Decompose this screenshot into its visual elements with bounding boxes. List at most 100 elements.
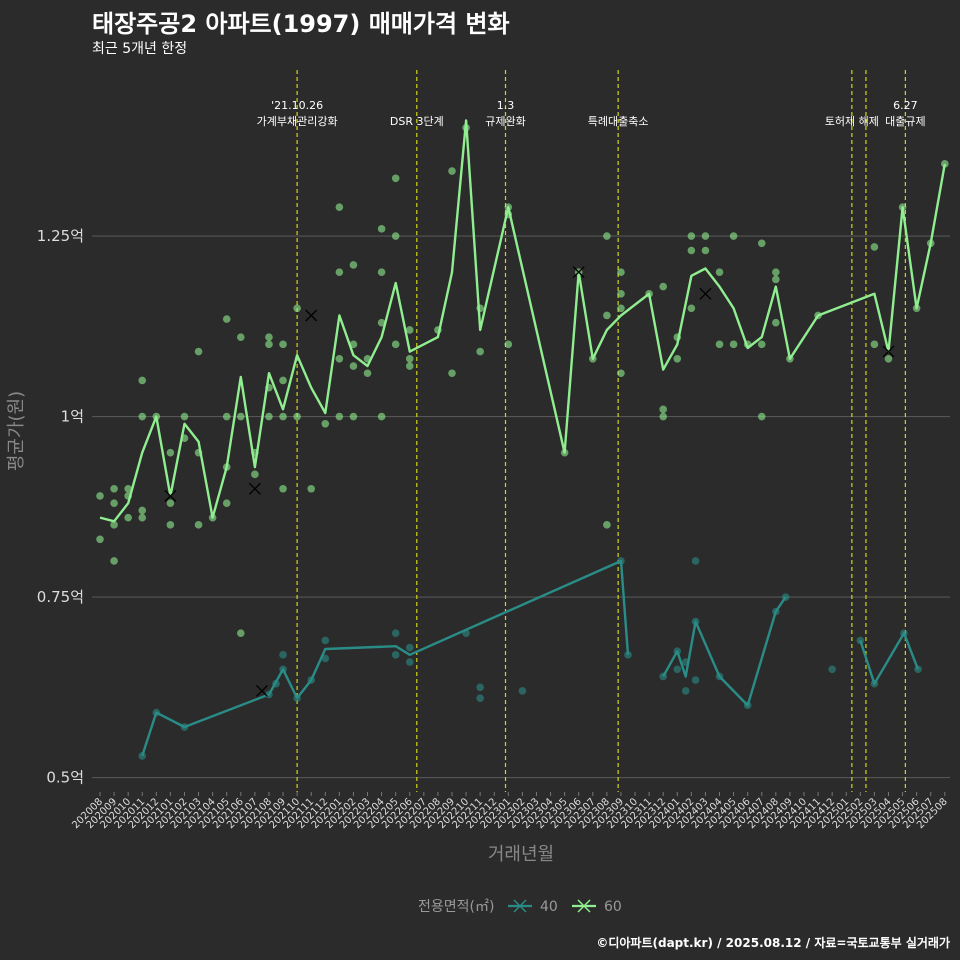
data-point [265, 412, 273, 421]
data-point [180, 412, 189, 421]
legend-swatch-cross [513, 899, 527, 913]
data-point [405, 355, 414, 363]
legend: 전용면적(㎡) 40 60 [418, 899, 622, 915]
data-point [321, 419, 330, 428]
data-point [391, 174, 400, 183]
data-point [194, 521, 203, 529]
data-point [828, 665, 836, 674]
data-point [222, 412, 231, 421]
data-point [166, 448, 175, 457]
data-point [772, 318, 780, 327]
data-point [687, 232, 696, 240]
data-point [391, 340, 400, 349]
data-point [96, 492, 104, 500]
series-line-40 [662, 596, 787, 707]
event-annotation: DSR 3단계 [390, 115, 444, 128]
data-point [617, 369, 625, 378]
legend-swatch-cross [577, 899, 591, 913]
data-point [659, 405, 667, 414]
data-point [237, 629, 245, 637]
data-point [124, 513, 132, 522]
data-point [265, 340, 273, 349]
cross-stroke [305, 309, 318, 322]
cross-marker [699, 287, 712, 300]
data-point [772, 268, 780, 276]
cross-stroke [248, 482, 261, 495]
data-point [687, 246, 696, 255]
data-point [377, 412, 386, 421]
event-annotation: 토허제 해제 [825, 114, 879, 128]
data-point [673, 665, 682, 674]
data-point [673, 355, 682, 363]
data-point [349, 412, 358, 421]
cross-marker [572, 266, 585, 279]
data-point [687, 304, 696, 313]
data-point [391, 232, 400, 240]
data-point [617, 290, 625, 298]
data-point [222, 499, 231, 508]
data-point [124, 484, 132, 493]
data-point [941, 160, 949, 168]
legend-label-40: 40 [540, 899, 558, 915]
data-point [335, 203, 344, 211]
event-lines: '21.10.26 가계부채관리강화 DSR 3단계 1.3 규제완화 특례대출축소 토허제… [257, 70, 926, 792]
data-point [335, 268, 344, 276]
legend-title: 전용면적(㎡) [418, 899, 494, 915]
y-tick-label: 0.75억 [37, 588, 84, 606]
data-point [659, 412, 667, 421]
data-point [476, 683, 484, 692]
data-point [279, 412, 287, 421]
data-point [166, 499, 175, 508]
data-point [603, 521, 611, 529]
cross-marker [882, 345, 895, 358]
data-point [624, 651, 632, 659]
event-annotation: '21.10.26 [271, 99, 323, 112]
event-annotation: 대출규제 [885, 115, 925, 128]
data-point [448, 369, 456, 378]
event-annotation: 특례대출축소 [588, 115, 649, 128]
data-point [237, 412, 245, 421]
data-point [363, 369, 372, 378]
data-point [476, 694, 484, 702]
data-point [757, 412, 766, 421]
event-annotation: 가계부채관리강화 [257, 115, 338, 128]
series-line-60 [99, 119, 946, 523]
data-point [681, 687, 690, 695]
data-point [279, 651, 287, 659]
data-point [884, 355, 893, 363]
cross-marker [164, 490, 177, 502]
data-point [757, 340, 766, 349]
data-point [405, 326, 414, 334]
event-annotation: 규제완화 [485, 115, 525, 128]
data-point [265, 333, 273, 341]
data-point [377, 225, 386, 233]
data-point [691, 676, 700, 684]
data-point [279, 484, 287, 493]
x-axis-title: 거래년월 [488, 844, 554, 865]
series-line-40 [141, 559, 630, 757]
data-point [715, 268, 724, 276]
data-point [349, 340, 358, 349]
y-tick-label: 1억 [61, 408, 84, 426]
cross-marker [255, 684, 268, 697]
data-point [96, 535, 104, 544]
data-point [377, 318, 386, 327]
data-point [448, 167, 456, 175]
cross-stroke [572, 266, 585, 279]
data-point [701, 246, 710, 255]
cross-markers [164, 266, 895, 697]
data-point [349, 362, 358, 370]
data-point [307, 484, 316, 493]
data-point [166, 521, 175, 529]
data-point [691, 557, 700, 565]
data-point [138, 506, 147, 515]
chart-title: 태장주공2 아파트(1997) 매매가격 변화 [92, 10, 510, 38]
data-point [194, 347, 203, 356]
cross-stroke [882, 345, 895, 358]
data-point [222, 315, 231, 323]
source-caption: ©디아파트(dapt.kr) / 2025.08.12 / 자료=국토교통부 실… [596, 936, 950, 950]
cross-stroke [699, 287, 712, 300]
cross-marker [248, 482, 261, 495]
data-point [729, 232, 738, 240]
